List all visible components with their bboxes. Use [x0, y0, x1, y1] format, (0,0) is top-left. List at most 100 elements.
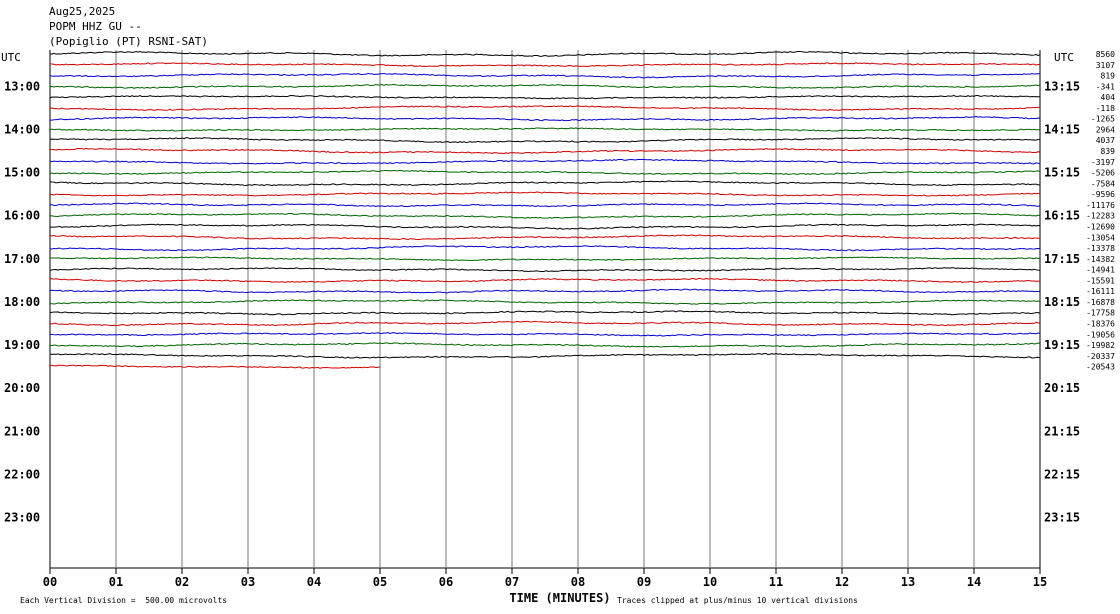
trace-offset-label: -16878 — [1086, 298, 1115, 307]
trace-offset-label: -13054 — [1086, 233, 1115, 242]
trace-offset-label: -7584 — [1091, 179, 1115, 188]
left-hour-label: 16:00 — [4, 209, 40, 223]
x-tick-label: 04 — [307, 575, 321, 589]
trace-offset-label: -12283 — [1086, 212, 1115, 221]
trace-offset-label: 839 — [1101, 147, 1116, 156]
seismic-trace — [49, 50, 1041, 57]
left-hour-label: 14:00 — [4, 122, 40, 136]
trace-offset-label: -16111 — [1086, 287, 1115, 296]
seismic-trace — [49, 299, 1041, 305]
seismic-trace — [49, 331, 1041, 337]
seismic-trace — [49, 191, 1041, 197]
right-hour-label: 18:15 — [1044, 295, 1080, 309]
trace-offset-label: -13378 — [1086, 244, 1115, 253]
left-hour-label: 20:00 — [4, 381, 40, 395]
date-label: Aug25,2025 — [49, 5, 116, 18]
seismic-trace — [49, 105, 1041, 111]
left-hour-label: 17:00 — [4, 252, 40, 266]
right-hour-label: 21:15 — [1044, 424, 1080, 438]
seismic-trace — [49, 364, 381, 369]
x-tick-label: 07 — [505, 575, 519, 589]
right-hour-label: 19:15 — [1044, 338, 1080, 352]
trace-offset-label: -3197 — [1091, 158, 1115, 167]
right-axis-label: UTC — [1054, 51, 1074, 64]
seismic-trace — [49, 158, 1041, 165]
left-hour-label: 21:00 — [4, 424, 40, 438]
left-hour-label: 23:00 — [4, 511, 40, 525]
right-hour-label: 14:15 — [1044, 122, 1080, 136]
trace-offset-label: -11176 — [1086, 201, 1115, 210]
seismic-trace — [49, 223, 1041, 230]
x-tick-label: 02 — [175, 575, 189, 589]
x-tick-label: 08 — [571, 575, 585, 589]
left-hour-label: 19:00 — [4, 338, 40, 352]
clip-note: Traces clipped at plus/minus 10 vertical… — [617, 596, 858, 605]
seismic-trace — [49, 94, 1041, 100]
trace-offset-label: -20337 — [1086, 352, 1115, 361]
x-tick-label: 15 — [1033, 575, 1047, 589]
location-label: (Popiglio (PT) RSNI-SAT) — [49, 35, 208, 48]
seismic-trace — [49, 267, 1041, 273]
seismic-trace — [49, 288, 1041, 294]
right-hour-label: 22:15 — [1044, 467, 1080, 481]
seismic-trace — [49, 137, 1041, 144]
trace-offset-label: -12690 — [1086, 222, 1115, 231]
trace-offset-label: 4037 — [1096, 136, 1115, 145]
trace-offset-label: -17758 — [1086, 309, 1115, 318]
trace-offset-label: -1265 — [1091, 115, 1115, 124]
seismic-trace — [49, 352, 1041, 359]
trace-offset-label: -5206 — [1091, 169, 1115, 178]
seismic-trace — [49, 234, 1041, 241]
seismic-trace — [49, 83, 1041, 89]
x-tick-label: 10 — [703, 575, 717, 589]
trace-offset-label: 2964 — [1096, 125, 1115, 134]
right-hour-label: 13:15 — [1044, 79, 1080, 93]
scale-note: Each Vertical Division = 500.00 microvol… — [20, 596, 228, 605]
seismic-trace — [49, 62, 1041, 68]
trace-offset-label: -19982 — [1086, 341, 1115, 350]
x-axis-title: TIME (MINUTES) — [509, 591, 610, 605]
trace-offset-label: -14941 — [1086, 266, 1115, 275]
left-hour-label: 22:00 — [4, 467, 40, 481]
trace-offset-label: 819 — [1101, 72, 1116, 81]
seismic-trace — [49, 127, 1041, 132]
right-hour-label: 20:15 — [1044, 381, 1080, 395]
left-hour-label: 13:00 — [4, 79, 40, 93]
x-tick-label: 12 — [835, 575, 849, 589]
x-tick-label: 14 — [967, 575, 981, 589]
x-tick-label: 06 — [439, 575, 453, 589]
trace-offset-label: 3107 — [1096, 61, 1115, 70]
x-tick-label: 03 — [241, 575, 255, 589]
left-hour-label: 15:00 — [4, 166, 40, 180]
right-hour-label: 16:15 — [1044, 209, 1080, 223]
right-hour-label: 15:15 — [1044, 166, 1080, 180]
trace-offset-label: -9596 — [1091, 190, 1115, 199]
x-tick-label: 11 — [769, 575, 783, 589]
seismic-trace — [49, 342, 1041, 348]
x-tick-label: 13 — [901, 575, 915, 589]
trace-offset-label: 8560 — [1096, 50, 1115, 59]
trace-offset-label: -341 — [1096, 82, 1115, 91]
seismic-trace — [49, 180, 1041, 187]
trace-offset-label: -18376 — [1086, 320, 1115, 329]
trace-offset-label: -15591 — [1086, 276, 1115, 285]
seismic-trace — [49, 310, 1041, 316]
trace-offset-label: 404 — [1101, 93, 1116, 102]
trace-offset-label: -14382 — [1086, 255, 1115, 264]
x-tick-label: 09 — [637, 575, 651, 589]
seismic-trace — [49, 147, 1041, 155]
seismic-trace — [49, 245, 1041, 252]
trace-offset-label: -20543 — [1086, 363, 1115, 372]
left-axis-label: UTC — [1, 51, 21, 64]
right-hour-label: 23:15 — [1044, 511, 1080, 525]
seismic-trace — [49, 72, 1041, 79]
seismic-trace — [49, 202, 1041, 208]
station-label: POPM HHZ GU -- — [49, 20, 142, 33]
x-tick-label: 05 — [373, 575, 387, 589]
seismic-trace — [49, 169, 1041, 176]
seismic-trace — [49, 277, 1041, 283]
x-tick-label: 01 — [109, 575, 123, 589]
right-hour-label: 17:15 — [1044, 252, 1080, 266]
trace-offset-label: -19056 — [1086, 330, 1115, 339]
